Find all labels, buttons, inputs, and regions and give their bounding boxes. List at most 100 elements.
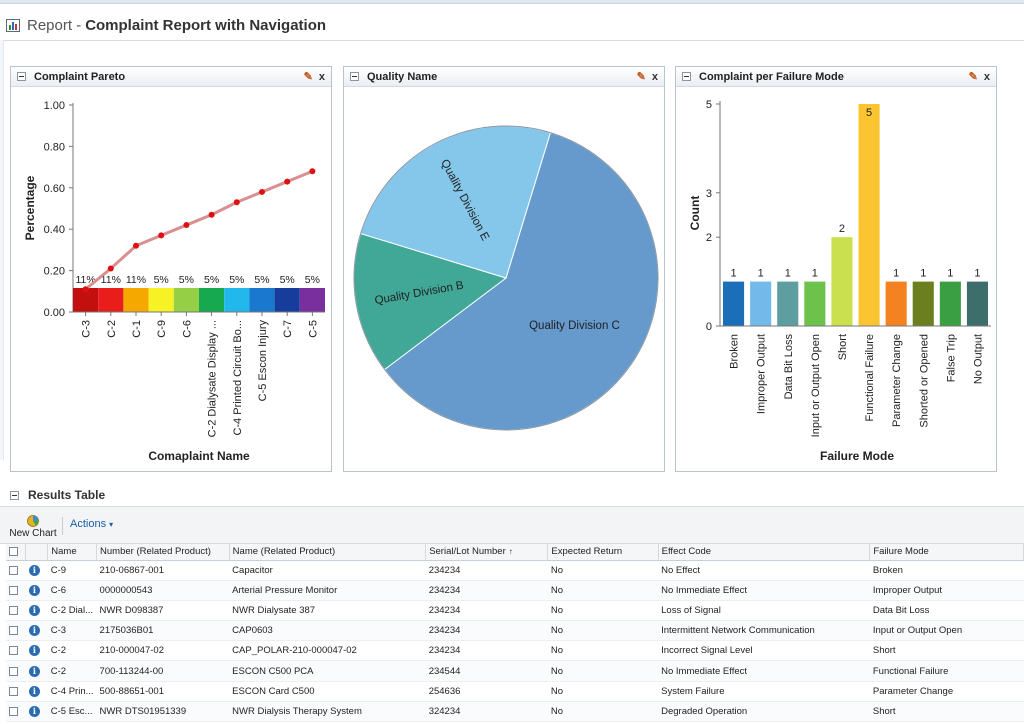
- actions-menu[interactable]: Actions ▾: [70, 518, 113, 530]
- table-row[interactable]: i C-9 210-06867-001 Capacitor 234234 No No Eff…: [6, 560, 1024, 581]
- bar-data-label: 1: [812, 268, 818, 280]
- table-cell: ESCON C500 PCA: [229, 660, 426, 682]
- bar-data-label: 1: [920, 268, 926, 280]
- row-checkbox[interactable]: [9, 706, 18, 716]
- table-row[interactable]: i C-2 Dial... NWR D098387 NWR Dialysate 387…: [6, 600, 1024, 622]
- table-cell: No: [547, 681, 659, 702]
- failure-panel-title: Complaint per Failure Mode: [699, 70, 844, 83]
- column-header[interactable]: Failure Mode: [869, 544, 1024, 561]
- table-row[interactable]: i C-6 0000000543 Arterial Pressure Monitor 2…: [6, 580, 1024, 601]
- table-cell: 254636: [425, 681, 548, 702]
- select-all-column[interactable]: [6, 544, 27, 561]
- results-table: Name Number (Related Product) Name (Rela…: [6, 544, 1024, 723]
- table-row[interactable]: i C-3 2175036B01 CAP0603 234234 No Intermitten…: [6, 620, 1024, 642]
- table-cell: Capacitor: [229, 560, 426, 581]
- table-cell: Improper Output: [869, 580, 1024, 601]
- row-checkbox[interactable]: [9, 585, 18, 595]
- toolbar-separator: [62, 517, 63, 535]
- table-row[interactable]: i C-5 Esc... NWR DTS01951339 NWR Dialysis T…: [6, 701, 1024, 723]
- x-tick-label: C-4 Printed Circuit Bo...: [232, 320, 244, 436]
- row-info-cell[interactable]: i: [25, 600, 48, 622]
- row-checkbox[interactable]: [9, 565, 18, 575]
- info-icon[interactable]: i: [28, 564, 40, 576]
- table-cell: No: [547, 580, 659, 601]
- y-tick-label: 0.80: [44, 141, 65, 153]
- table-cell: No Immediate Effect: [658, 580, 870, 601]
- collapse-icon[interactable]: [350, 72, 359, 81]
- pareto-bar: [148, 288, 174, 312]
- new-chart-button[interactable]: New Chart: [8, 513, 58, 539]
- column-header[interactable]: Name: [47, 544, 98, 561]
- row-checkbox[interactable]: [9, 626, 18, 636]
- row-info-cell[interactable]: i: [25, 560, 48, 581]
- collapse-icon[interactable]: [682, 72, 691, 81]
- close-icon[interactable]: x: [318, 70, 325, 83]
- row-info-cell[interactable]: i: [25, 681, 48, 702]
- table-cell: 234544: [425, 660, 548, 682]
- info-icon[interactable]: i: [28, 604, 40, 616]
- close-icon[interactable]: x: [651, 70, 658, 83]
- y-axis-title: Percentage: [23, 175, 37, 240]
- failure-bar: [831, 237, 853, 326]
- failure-bar: [750, 281, 772, 326]
- row-select-cell[interactable]: [6, 600, 26, 622]
- table-row[interactable]: i C-4 Prin... 500-88651-001 ESCON Card C500…: [6, 681, 1024, 702]
- cumulative-point: [183, 222, 190, 229]
- row-info-cell[interactable]: i: [25, 701, 48, 723]
- edit-icon[interactable]: ✎: [968, 71, 978, 83]
- row-select-cell[interactable]: [6, 640, 26, 662]
- row-info-cell[interactable]: i: [25, 640, 48, 662]
- column-header[interactable]: Effect Code: [658, 544, 871, 561]
- row-select-cell[interactable]: [6, 560, 26, 581]
- row-info-cell[interactable]: i: [25, 660, 48, 682]
- info-icon[interactable]: i: [28, 705, 40, 717]
- close-icon[interactable]: x: [983, 70, 990, 83]
- info-icon[interactable]: i: [28, 625, 40, 637]
- left-edge: [0, 40, 4, 460]
- x-tick-label: Shorted or Opened: [918, 334, 930, 428]
- row-info-cell[interactable]: i: [25, 620, 48, 642]
- info-icon[interactable]: i: [28, 665, 40, 677]
- column-header-sorted[interactable]: Serial/Lot Number ↑: [425, 544, 549, 561]
- y-tick-label: 0.60: [44, 183, 65, 195]
- failure-bar: [858, 104, 880, 326]
- actions-label: Actions: [70, 518, 107, 530]
- row-checkbox[interactable]: [9, 646, 18, 656]
- info-icon[interactable]: i: [28, 645, 40, 657]
- table-cell: Short: [869, 640, 1024, 662]
- table-cell: No: [547, 560, 659, 581]
- row-select-cell[interactable]: [6, 701, 26, 723]
- edit-icon[interactable]: ✎: [303, 71, 313, 83]
- pareto-panel: Complaint Pareto ✎ x 1.00 0.80 0.60 0.40 0.2…: [10, 66, 332, 472]
- bar-data-label: 11%: [126, 274, 146, 286]
- info-icon[interactable]: i: [28, 685, 40, 697]
- table-cell: No: [547, 640, 659, 662]
- row-select-cell[interactable]: [6, 620, 26, 642]
- x-tick-label: C-1: [131, 320, 143, 338]
- pareto-bar: [224, 288, 250, 312]
- bar-data-label: 2: [839, 223, 845, 235]
- row-checkbox[interactable]: [9, 605, 18, 615]
- bar-data-label: 5%: [229, 274, 244, 286]
- cumulative-point: [158, 232, 165, 239]
- row-info-cell[interactable]: i: [25, 580, 48, 601]
- x-tick-label: C-2 Dialysate Display ...: [207, 320, 219, 437]
- row-select-cell[interactable]: [6, 681, 26, 702]
- select-all-checkbox[interactable]: [9, 547, 18, 557]
- info-icon[interactable]: i: [28, 584, 40, 596]
- edit-icon[interactable]: ✎: [636, 71, 646, 83]
- row-checkbox[interactable]: [9, 666, 18, 676]
- column-header[interactable]: Number (Related Product): [96, 544, 230, 561]
- table-row[interactable]: i C-2 210-000047-02 CAP_POLAR-210-000047-02…: [6, 640, 1024, 662]
- bar-data-label: 1: [947, 268, 953, 280]
- row-select-cell[interactable]: [6, 580, 26, 601]
- collapse-icon[interactable]: [17, 72, 26, 81]
- table-row[interactable]: i C-2 700-113244-00 ESCON C500 PCA 234544 No N…: [6, 660, 1024, 682]
- column-header[interactable]: Name (Related Product): [229, 544, 427, 561]
- pareto-bar: [98, 288, 124, 312]
- row-select-cell[interactable]: [6, 660, 26, 682]
- collapse-icon[interactable]: [10, 490, 19, 500]
- column-header[interactable]: Expected Return: [547, 544, 659, 561]
- row-checkbox[interactable]: [9, 686, 18, 696]
